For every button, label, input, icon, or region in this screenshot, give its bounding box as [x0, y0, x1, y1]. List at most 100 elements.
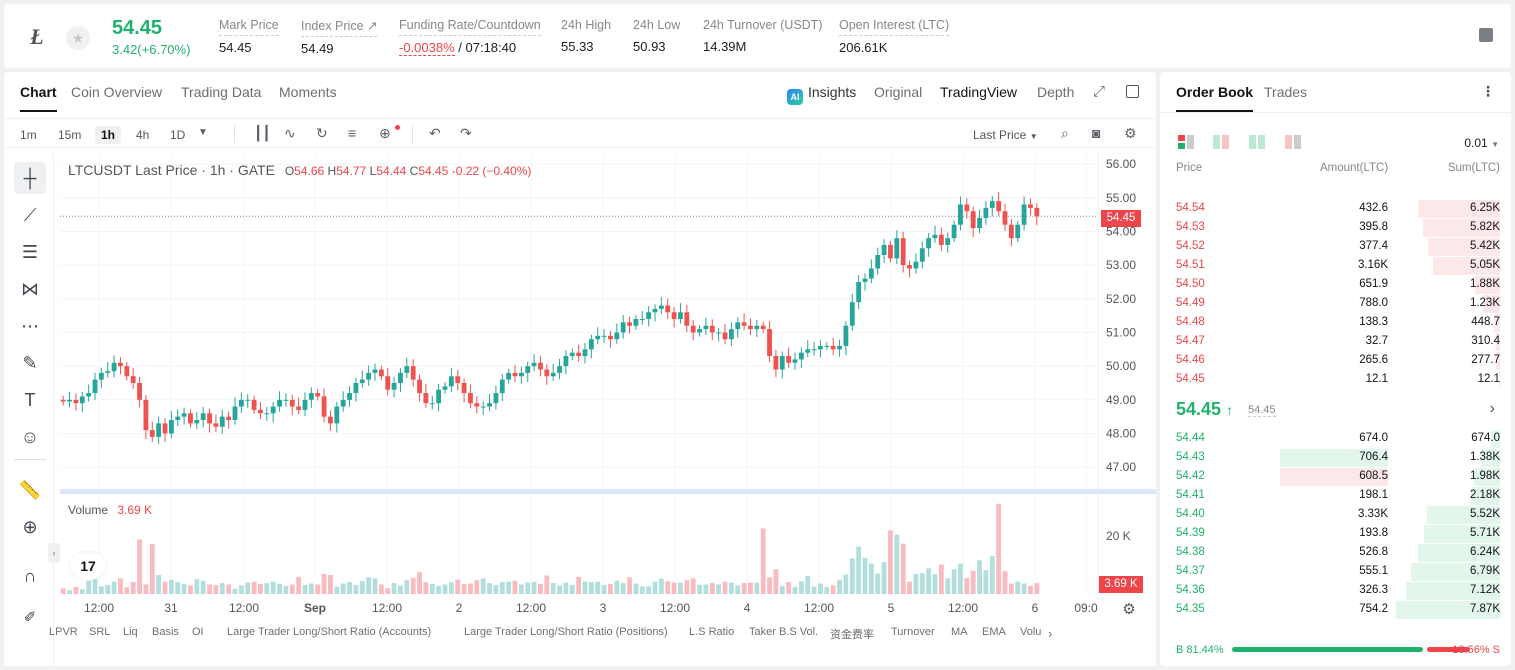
collapse-sidebar-icon[interactable]: ‹	[48, 543, 60, 563]
tab-original[interactable]: Original	[874, 84, 923, 100]
tab-depth[interactable]: Depth	[1037, 84, 1075, 100]
tab-order-book[interactable]: Order Book	[1176, 84, 1254, 112]
bid-row[interactable]: 54.42 608.5 1.98K	[1176, 467, 1500, 486]
indicator-item[interactable]: Turnover	[891, 626, 935, 638]
volume-bar	[945, 578, 951, 594]
tradingview-logo[interactable]: 17	[70, 552, 106, 580]
projection-icon[interactable]: ⋯	[21, 316, 39, 336]
view-bids-icon[interactable]	[1249, 135, 1265, 149]
window-icon[interactable]	[1126, 85, 1139, 98]
emoji-icon[interactable]: ☺	[20, 427, 40, 447]
timeframe-15m[interactable]: 15m	[58, 128, 82, 142]
view-both-alt-icon[interactable]	[1213, 135, 1229, 149]
ruler-icon[interactable]: 📏	[18, 480, 42, 500]
bid-row[interactable]: 54.43 706.4 1.38K	[1176, 448, 1500, 467]
ask-row[interactable]: 54.51 3.16K 5.05K	[1176, 256, 1500, 275]
ask-row[interactable]: 54.53 395.8 5.82K	[1176, 218, 1500, 237]
precision-select[interactable]: 0.01 ▼	[1464, 136, 1499, 150]
add-alert-icon[interactable]: ⊕	[379, 125, 391, 141]
ask-row[interactable]: 54.54 432.6 6.25K	[1176, 199, 1500, 218]
ask-row[interactable]: 54.49 788.0 1.23K	[1176, 294, 1500, 313]
tab-tradingview[interactable]: TradingView	[940, 84, 1018, 100]
pencil-lock-icon[interactable]: ✐	[23, 609, 37, 626]
insights-button[interactable]: AI Insights	[787, 84, 856, 105]
pattern-icon[interactable]: ⋈	[21, 279, 39, 299]
ask-row[interactable]: 54.48 138.3 448.7	[1176, 313, 1500, 332]
indicator-item[interactable]: EMA	[982, 626, 1006, 638]
bid-row[interactable]: 54.38 526.8 6.24K	[1176, 543, 1500, 562]
bid-row[interactable]: 54.41 198.1 2.18K	[1176, 486, 1500, 505]
tab-trades[interactable]: Trades	[1264, 84, 1308, 100]
indicator-item[interactable]: Taker B.S Vol.	[749, 626, 819, 638]
favorite-star-icon[interactable]: ★	[66, 26, 90, 50]
camera-icon[interactable]: ◙	[1092, 125, 1101, 141]
stat-mark-price[interactable]: Mark Price 54.45	[219, 18, 279, 55]
zoom-in-icon[interactable]: ⊕	[22, 517, 38, 537]
ask-row[interactable]: 54.50 651.9 1.88K	[1176, 275, 1500, 294]
price-chart[interactable]: 56.00 55.00 54.00 53.00 52.00 51.00 50.00 49.00…	[4, 154, 1156, 624]
bid-row[interactable]: 54.35 754.2 7.87K	[1176, 600, 1500, 619]
indicator-item[interactable]: OI	[192, 626, 204, 638]
bid-row[interactable]: 54.40 3.33K 5.52K	[1176, 505, 1500, 524]
view-asks-icon[interactable]	[1285, 135, 1301, 149]
indicator-item[interactable]: Liq	[123, 626, 138, 638]
settings-gear-icon[interactable]: ⚙	[1124, 125, 1137, 141]
tab-chart[interactable]: Chart	[20, 84, 57, 112]
expand-icon[interactable]: ⤢	[1093, 83, 1106, 100]
indicator-item[interactable]: 资金费率	[830, 629, 874, 641]
volume-bar	[111, 581, 117, 594]
tab-moments[interactable]: Moments	[279, 84, 337, 100]
ask-row[interactable]: 54.52 377.4 5.42K	[1176, 237, 1500, 256]
timeframe-1m[interactable]: 1m	[20, 128, 37, 142]
indicator-item[interactable]: Volu	[1020, 626, 1042, 638]
timeframe-4h[interactable]: 4h	[136, 128, 150, 142]
ask-row[interactable]: 54.46 265.6 277.7	[1176, 351, 1500, 370]
indicator-item[interactable]: MA	[951, 626, 968, 638]
candles-icon[interactable]: ┃┃	[254, 125, 271, 141]
indicator-item[interactable]: SRL	[89, 626, 111, 638]
tab-coin-overview[interactable]: Coin Overview	[71, 84, 163, 100]
ask-row[interactable]: 54.45 12.1 12.1	[1176, 370, 1500, 389]
bid-row[interactable]: 54.39 193.8 5.71K	[1176, 524, 1500, 543]
replay-icon[interactable]: ↻	[316, 125, 328, 141]
bid-row[interactable]: 54.37 555.1 6.79K	[1176, 562, 1500, 581]
brush-icon[interactable]: ✎	[22, 353, 38, 373]
timeframe-1d[interactable]: 1D	[170, 128, 186, 142]
timeframe-dropdown-icon[interactable]: ▼	[198, 127, 208, 138]
magnet-icon[interactable]: ∩	[23, 566, 37, 586]
indicator-item[interactable]: Large Trader Long/Short Ratio (Positions…	[464, 626, 668, 638]
stat-open-interest[interactable]: Open Interest (LTC) 206.61K	[839, 18, 950, 55]
indicator-item[interactable]: LPVR	[49, 626, 78, 638]
ask-row[interactable]: 54.47 32.7 310.4	[1176, 332, 1500, 351]
chevron-down-icon: ▼	[1491, 140, 1499, 149]
indicator-item[interactable]: L.S Ratio	[689, 626, 735, 638]
undo-icon[interactable]: ↶	[429, 125, 441, 141]
price-type-select[interactable]: Last Price ▼	[973, 128, 1038, 142]
redo-icon[interactable]: ↷	[460, 125, 472, 141]
crosshair-icon[interactable]: ┼	[14, 162, 46, 194]
indicators-icon[interactable]: ∿	[284, 125, 296, 141]
stat-index-price[interactable]: Index Price ↗ 54.49	[301, 19, 378, 56]
bid-row[interactable]: 54.44 674.0 674.0	[1176, 429, 1500, 448]
candle-body	[544, 369, 550, 377]
tab-trading-data[interactable]: Trading Data	[181, 84, 262, 100]
more-options-icon[interactable]: ⋮	[1481, 83, 1495, 99]
text-tool-icon[interactable]: T	[24, 390, 36, 410]
mid-price[interactable]: 54.45 ↑	[1176, 399, 1234, 419]
chevron-right-icon[interactable]: ›	[1489, 400, 1495, 417]
timeframe-1h[interactable]: 1h	[95, 126, 122, 144]
volume-bar	[996, 503, 1002, 594]
stat-funding-rate[interactable]: Funding Rate/Countdown -0.0038% / 07:18:…	[399, 18, 541, 56]
candle-body	[608, 335, 613, 340]
templates-icon[interactable]: ≡	[348, 125, 357, 141]
indicator-item[interactable]: Basis	[152, 626, 179, 638]
chevron-right-icon[interactable]: ›	[1048, 626, 1053, 641]
indicator-item[interactable]: Large Trader Long/Short Ratio (Accounts)	[227, 626, 432, 638]
fib-lines-icon[interactable]: ☰	[21, 242, 39, 262]
trend-line-icon[interactable]: ⟋	[23, 205, 37, 225]
volume-bar	[423, 582, 429, 594]
search-icon[interactable]: ⌕	[1061, 125, 1069, 141]
book-icon[interactable]	[1479, 28, 1493, 42]
bid-row[interactable]: 54.36 326.3 7.12K	[1176, 581, 1500, 600]
view-both-icon[interactable]	[1178, 135, 1194, 149]
